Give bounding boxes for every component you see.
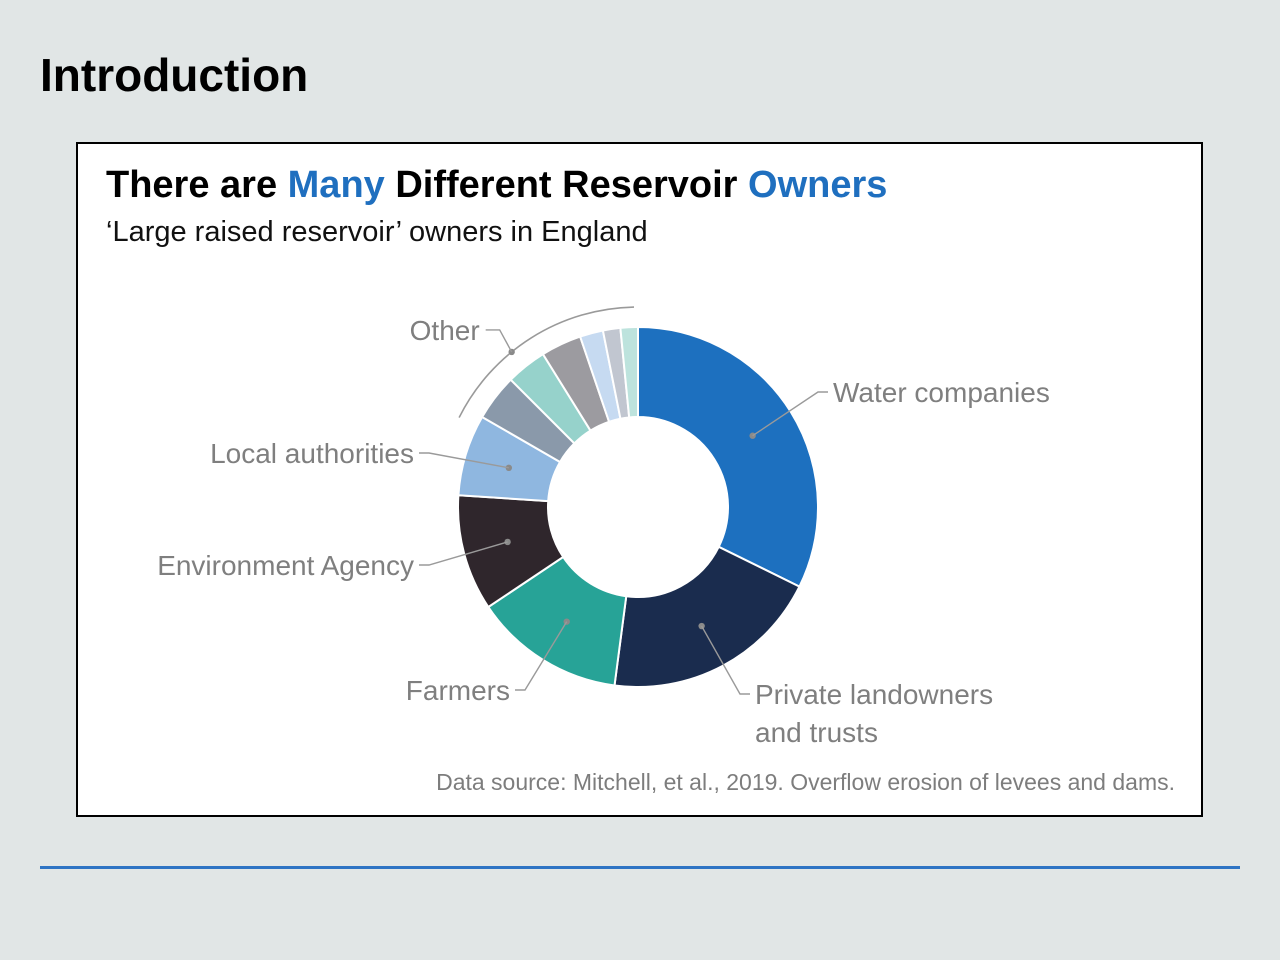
chart-card: There are Many Different Reservoir Owner…	[76, 142, 1203, 817]
donut-slice	[619, 325, 639, 419]
label-leader-line	[515, 621, 568, 691]
donut-slice	[613, 545, 801, 688]
other-leader-line	[485, 329, 513, 353]
chart-title-part: Different Reservoir	[384, 164, 749, 206]
other-label: Other	[410, 315, 480, 346]
chart-title: There are Many Different Reservoir Owner…	[106, 166, 887, 204]
slice-label: Water companies	[833, 377, 1050, 408]
slice-label: Private landowners and trusts	[755, 679, 993, 748]
slice-label: Environment Agency	[157, 550, 414, 581]
chart-subtitle: ‘Large raised reservoir’ owners in Engla…	[106, 216, 648, 248]
chart-title-part: There are	[106, 164, 288, 206]
donut-slice	[637, 325, 819, 588]
donut-chart: Water companies Private landowners and tru…	[157, 306, 1050, 748]
data-source-note: Data source: Mitchell, et al., 2019. Ove…	[436, 769, 1175, 795]
footer-divider	[40, 866, 1240, 869]
chart-title-accent: Many	[287, 164, 385, 206]
label-leader-line	[701, 625, 750, 695]
other-group-bracket	[458, 306, 635, 418]
slice-label: Farmers	[406, 675, 510, 706]
label-leader-line	[752, 391, 828, 437]
slice-marker-dot	[698, 622, 705, 630]
label-leader-line	[419, 452, 509, 469]
chart-title-accent: Owners	[748, 164, 888, 206]
slice-label: Local authorities	[210, 438, 414, 469]
label-leader-line	[419, 541, 508, 566]
slide-title: Introduction	[40, 49, 309, 101]
slice-marker-dot	[563, 618, 570, 625]
